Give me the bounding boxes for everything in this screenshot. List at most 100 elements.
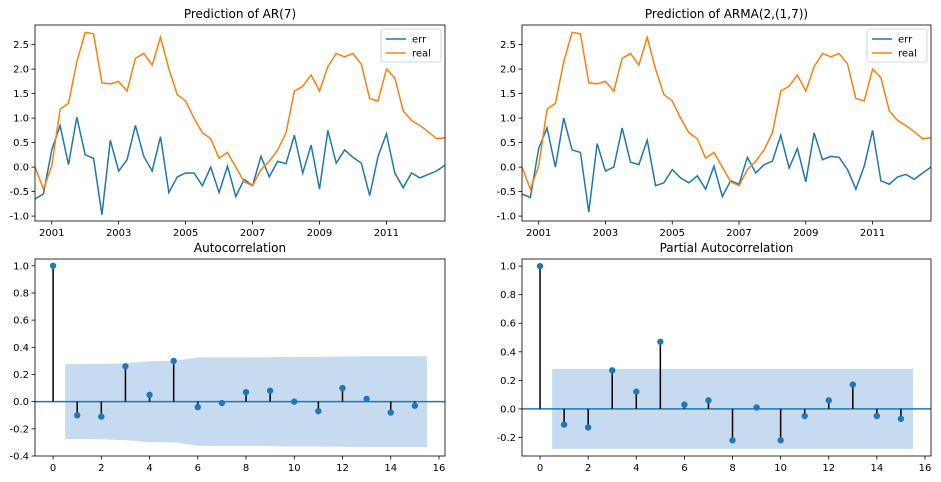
y-tick-label: 1.0 <box>13 261 29 272</box>
x-tick-label: 2011 <box>374 228 399 239</box>
axes-frame <box>521 24 932 222</box>
x-tick-label: 8 <box>243 463 249 474</box>
chart-title: Prediction of ARMA(2,(1,7)) <box>645 7 808 21</box>
x-tick-label: 2003 <box>106 228 131 239</box>
y-tick-label: -1.0 <box>496 212 516 223</box>
plot-area <box>522 262 931 449</box>
y-tick-label: -0.2 <box>496 433 516 444</box>
y-tick-label: -0.5 <box>9 187 29 198</box>
stem-marker-lag-0 <box>536 262 544 270</box>
stem-marker-lag-3 <box>609 367 616 374</box>
stem-marker-lag-8 <box>242 388 250 396</box>
stem-marker-lag-9 <box>266 387 274 394</box>
x-tick-label: 2011 <box>860 228 885 239</box>
x-tick-label: 2009 <box>793 228 818 239</box>
x-tick-label: 2005 <box>660 228 685 239</box>
x-tick-label: 4 <box>633 463 639 474</box>
chart-title: Prediction of AR(7) <box>184 7 296 21</box>
legend-label-err: err <box>898 35 913 46</box>
stem-marker-lag-9 <box>753 404 760 411</box>
x-tick-label: 2001 <box>39 228 64 239</box>
stem-marker-lag-11 <box>315 407 322 415</box>
y-tick-label: 0.8 <box>13 288 29 299</box>
chart-title: Partial Autocorrelation <box>660 241 794 255</box>
y-tick-label: 2.0 <box>500 65 516 76</box>
legend-label-real: real <box>898 49 917 60</box>
plot-area <box>522 31 931 213</box>
plot-area <box>35 262 445 448</box>
y-tick-label: 0.4 <box>13 343 29 354</box>
axes-frame <box>34 24 446 222</box>
y-tick-label: -0.2 <box>9 424 29 435</box>
chart-panel-0: -1.0 -0.5 0.0 0.5 1.0 1.5 2.0 2.5 2001 2003 2005 20… <box>9 7 446 239</box>
x-tick-label: 12 <box>336 463 349 474</box>
x-tick-label: 0 <box>50 463 56 474</box>
y-tick-label: 2.5 <box>13 40 29 51</box>
stem-marker-lag-8 <box>729 437 736 444</box>
x-tick-label: 2 <box>98 463 104 474</box>
chart-panel-2: -0.4 -0.2 0.0 0.2 0.4 0.6 0.8 1.0 0 2 4 6 8 10 12 14 16 A… <box>9 241 446 474</box>
stem-marker-lag-4 <box>633 388 640 395</box>
y-tick-label: 1.5 <box>13 89 29 100</box>
y-tick-label: 1.0 <box>13 114 29 125</box>
stem-marker-lag-10 <box>291 398 298 405</box>
stem-marker-lag-0 <box>49 262 57 269</box>
x-tick-label: 14 <box>871 463 884 474</box>
x-tick-label: 4 <box>146 463 152 474</box>
x-tick-label: 2001 <box>526 228 551 239</box>
y-tick-label: 0.4 <box>500 347 516 358</box>
stem-marker-lag-15 <box>897 415 905 423</box>
plot-area <box>35 31 445 215</box>
stem-marker-lag-3 <box>122 363 129 370</box>
x-tick-label: 2009 <box>307 228 332 239</box>
stem-marker-lag-5 <box>657 338 664 345</box>
chart-panel-1: -1.0 -0.5 0.0 0.5 1.0 1.5 2.0 2.5 2001 2003 2005 20… <box>496 7 932 239</box>
y-tick-label: 0.2 <box>13 370 29 381</box>
y-tick-label: 1.5 <box>500 89 516 100</box>
x-tick-label: 10 <box>288 463 301 474</box>
stem-marker-lag-13 <box>363 395 370 403</box>
y-tick-label: 2.5 <box>500 40 516 51</box>
y-tick-label: 0.5 <box>500 138 516 149</box>
x-tick-label: 6 <box>681 463 687 474</box>
y-tick-label: 0.6 <box>13 316 29 327</box>
stem-marker-lag-14 <box>873 412 881 420</box>
legend-box <box>380 28 442 63</box>
y-tick-label: -0.4 <box>9 452 29 463</box>
y-tick-label: 0.0 <box>500 404 516 415</box>
x-tick-label: 6 <box>195 463 201 474</box>
x-tick-label: 2003 <box>593 228 618 239</box>
y-tick-label: 0.0 <box>500 163 516 174</box>
stem-marker-lag-13 <box>849 381 857 388</box>
x-tick-label: 14 <box>384 463 397 474</box>
stem-marker-lag-1 <box>560 421 568 428</box>
stem-marker-lag-2 <box>98 413 105 420</box>
series-line-real <box>35 31 445 192</box>
stem-marker-lag-14 <box>387 409 394 416</box>
y-tick-label: 0.0 <box>13 163 29 174</box>
legend-box <box>866 28 928 63</box>
chart-panel-3: -0.2 0.0 0.2 0.4 0.6 0.8 1.0 0 2 4 6 8 10 12 14 16 Parti… <box>496 241 932 474</box>
y-tick-label: 0.2 <box>500 376 516 387</box>
legend: err real <box>380 28 442 63</box>
y-tick-label: 0.8 <box>500 290 516 301</box>
x-tick-label: 10 <box>774 463 787 474</box>
x-tick-label: 16 <box>919 463 932 474</box>
x-tick-label: 12 <box>822 463 835 474</box>
y-tick-label: -1.0 <box>9 212 29 223</box>
series-line-err <box>522 117 931 213</box>
x-tick-label: 2005 <box>173 228 198 239</box>
stem-marker-lag-6 <box>194 403 201 411</box>
x-tick-label: 2007 <box>240 228 265 239</box>
series-line-err <box>35 116 445 215</box>
stem-marker-lag-12 <box>339 384 346 392</box>
y-tick-label: -0.5 <box>496 187 516 198</box>
x-tick-label: 2 <box>585 463 591 474</box>
stem-marker-lag-10 <box>777 437 784 444</box>
stem-marker-lag-12 <box>825 397 832 404</box>
legend-label-err: err <box>412 35 427 46</box>
series-line-real <box>522 31 931 192</box>
chart-title: Autocorrelation <box>194 241 286 255</box>
stem-marker-lag-7 <box>705 397 712 404</box>
stem-marker-lag-11 <box>801 412 808 420</box>
